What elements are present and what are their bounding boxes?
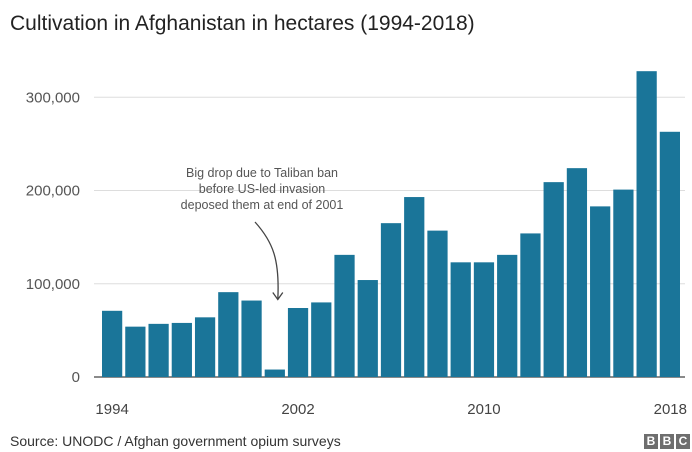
annotation-arrowhead bbox=[272, 292, 284, 301]
bar-1998 bbox=[194, 317, 216, 377]
bars bbox=[102, 71, 680, 377]
bar-2009 bbox=[450, 262, 471, 377]
y-tick-label: 0 bbox=[72, 369, 80, 386]
bar-2000 bbox=[241, 300, 262, 377]
bar-2016 bbox=[613, 189, 634, 377]
bar-2018 bbox=[659, 131, 680, 377]
y-tick-label: 200,000 bbox=[26, 183, 80, 200]
bar-1999 bbox=[218, 292, 239, 377]
bar-2007 bbox=[404, 197, 425, 377]
annotation-arrow bbox=[254, 221, 279, 300]
bar-2004 bbox=[334, 254, 355, 377]
bar-1997 bbox=[171, 322, 192, 377]
bbc-logo: B B C bbox=[644, 434, 690, 449]
x-tick-label: 2010 bbox=[467, 401, 500, 418]
bar-2001 bbox=[264, 369, 285, 377]
bar-1996 bbox=[148, 323, 169, 377]
bar-2017 bbox=[636, 71, 657, 377]
annotation: Big drop due to Taliban ban before US-le… bbox=[181, 166, 344, 301]
bar-2005 bbox=[357, 280, 378, 377]
logo-letter: B bbox=[660, 434, 674, 449]
bar-2015 bbox=[590, 206, 611, 377]
annotation-line-3: deposed them at end of 2001 bbox=[181, 198, 344, 212]
x-tick-label: 2002 bbox=[281, 401, 314, 418]
bar-2008 bbox=[427, 230, 448, 377]
bar-2002 bbox=[287, 308, 309, 377]
annotation-line-2: before US-led invasion bbox=[199, 182, 326, 196]
bar-1995 bbox=[125, 326, 146, 377]
logo-letter: B bbox=[644, 434, 658, 449]
bar-2012 bbox=[520, 233, 541, 377]
bar-2006 bbox=[380, 223, 402, 377]
bar-2010 bbox=[473, 262, 495, 377]
chart-title: Cultivation in Afghanistan in hectares (… bbox=[10, 12, 475, 35]
annotation-line-1: Big drop due to Taliban ban bbox=[186, 166, 338, 180]
bar-2013 bbox=[543, 182, 564, 377]
bar-2003 bbox=[311, 302, 332, 377]
y-tick-label: 100,000 bbox=[26, 276, 80, 293]
x-axis-ticks: 1994 2002 2010 2018 bbox=[95, 401, 687, 418]
bar-2014 bbox=[566, 168, 588, 377]
source-note: Source: UNODC / Afghan government opium … bbox=[10, 433, 341, 449]
bar-1994 bbox=[102, 310, 123, 377]
x-tick-label: 1994 bbox=[95, 401, 128, 418]
y-axis-ticks: 0 100,000 200,000 300,000 bbox=[26, 89, 80, 386]
logo-letter: C bbox=[676, 434, 690, 449]
x-tick-label: 2018 bbox=[654, 401, 687, 418]
bar-2011 bbox=[497, 254, 518, 377]
y-tick-label: 300,000 bbox=[26, 89, 80, 106]
